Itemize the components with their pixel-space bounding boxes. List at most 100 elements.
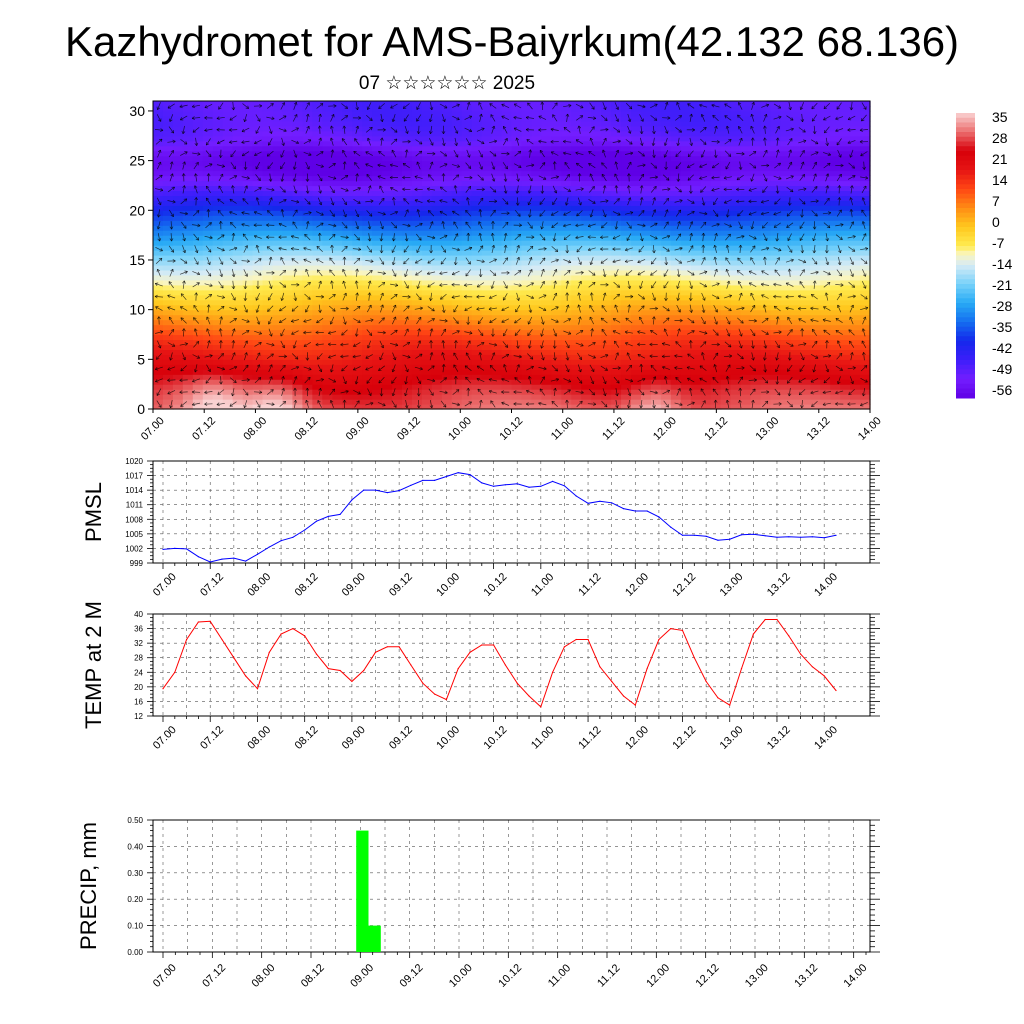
pmsl-ytick-label: 1011 bbox=[126, 501, 144, 510]
pmsl-point bbox=[280, 540, 282, 542]
cross-section-xtick-label: 13.12 bbox=[805, 415, 833, 443]
temp-point bbox=[268, 651, 270, 653]
cross-section-xtick-label: 08.12 bbox=[293, 415, 321, 443]
wind-vectors bbox=[154, 101, 869, 409]
pmsl-point bbox=[634, 510, 636, 512]
pmsl-point bbox=[729, 538, 731, 540]
temp-point bbox=[611, 680, 613, 683]
temp-point bbox=[552, 671, 554, 673]
temp-point bbox=[304, 635, 306, 637]
temp-xtick-label: 07.12 bbox=[198, 724, 226, 752]
temp-point bbox=[351, 680, 353, 683]
precip-xtick-label: 10.00 bbox=[447, 962, 475, 990]
cross-section-xtick-label: 07.12 bbox=[190, 415, 218, 443]
temp-ytick-label: 20 bbox=[134, 683, 143, 692]
pmsl-point bbox=[740, 534, 743, 536]
colorbar-label: -56 bbox=[992, 382, 1012, 398]
pmsl-point bbox=[434, 479, 436, 481]
pmsl-point bbox=[552, 480, 554, 482]
pmsl-panel bbox=[147, 460, 880, 569]
precip-frame bbox=[152, 819, 871, 953]
colorbar-label: 28 bbox=[992, 130, 1008, 146]
pmsl-xtick-label: 08.00 bbox=[245, 571, 273, 599]
temp-point bbox=[823, 675, 825, 677]
precip-xtick-label: 08.00 bbox=[250, 962, 278, 990]
temp-point bbox=[197, 621, 199, 623]
precip-xtick-label: 07.00 bbox=[151, 962, 179, 990]
cross-section-ytick-label: 30 bbox=[129, 103, 145, 119]
chart-subtitle: 07 ☆☆☆☆☆☆ 2025 bbox=[358, 73, 536, 94]
pmsl-point bbox=[516, 483, 518, 485]
pmsl-point bbox=[776, 536, 778, 538]
temp-point bbox=[776, 618, 778, 621]
temp-point bbox=[280, 633, 282, 635]
temp-point bbox=[434, 693, 436, 695]
pmsl-xtick-label: 09.00 bbox=[340, 571, 368, 599]
temp-xtick-label: 12.00 bbox=[623, 724, 651, 752]
pmsl-point bbox=[221, 558, 223, 560]
chart-title: Kazhydromet for AMS-Baiyrkum(42.132 68.1… bbox=[64, 18, 960, 65]
precip-xtick-label: 09.12 bbox=[398, 962, 426, 990]
temp-point bbox=[493, 644, 495, 646]
precip-xtick-label: 11.00 bbox=[546, 962, 573, 989]
temp-point bbox=[410, 664, 412, 666]
temp-xtick-label: 09.12 bbox=[387, 724, 415, 752]
temp-point bbox=[339, 669, 341, 672]
pmsl-point bbox=[422, 479, 424, 481]
temp-xtick-label: 11.12 bbox=[576, 724, 603, 751]
pmsl-ylabel: PMSL bbox=[81, 482, 106, 542]
precip-ytick-label: 0.40 bbox=[127, 842, 143, 851]
pmsl-point bbox=[528, 486, 530, 488]
pmsl-ytick-label: 1008 bbox=[125, 515, 143, 524]
temp-point bbox=[256, 688, 259, 690]
temp-xtick-label: 14.00 bbox=[812, 724, 840, 752]
temp-xtick-label: 11.00 bbox=[529, 724, 556, 751]
temp-point bbox=[693, 657, 695, 659]
pmsl-point bbox=[197, 556, 199, 558]
cross-section-ytick-label: 10 bbox=[129, 302, 145, 318]
temp-point bbox=[599, 666, 601, 668]
temp-point bbox=[634, 704, 636, 706]
temp-point bbox=[162, 688, 164, 690]
temp-point bbox=[622, 695, 625, 697]
cross-section-ytick-label: 5 bbox=[137, 351, 145, 367]
pmsl-point bbox=[233, 557, 235, 559]
colorbar-label: -42 bbox=[992, 340, 1012, 356]
precip-xtick-label: 12.12 bbox=[694, 962, 722, 990]
pmsl-point bbox=[398, 490, 400, 492]
pmsl-point bbox=[469, 474, 471, 476]
pmsl-frame bbox=[152, 460, 871, 564]
temp-point bbox=[563, 646, 566, 648]
temp-ytick-label: 12 bbox=[134, 712, 143, 721]
colorbar-label: -21 bbox=[992, 277, 1012, 293]
cross-section-xtick-label: 12.00 bbox=[651, 415, 679, 443]
cross-section-ytick-label: 15 bbox=[129, 252, 145, 268]
temp-point bbox=[186, 638, 188, 641]
pmsl-point bbox=[304, 529, 306, 531]
temp-point bbox=[528, 695, 530, 697]
temp-xtick-label: 09.00 bbox=[340, 724, 368, 752]
pmsl-point bbox=[363, 489, 365, 491]
pmsl-point bbox=[705, 535, 707, 537]
temp-ytick-label: 28 bbox=[134, 654, 143, 663]
cross-section-xtick-label: 09.00 bbox=[344, 415, 372, 443]
temp-point bbox=[540, 706, 542, 708]
temp-xtick-label: 13.12 bbox=[765, 724, 793, 752]
pmsl-point bbox=[374, 489, 377, 491]
temp-point bbox=[752, 633, 755, 635]
pmsl-point bbox=[752, 533, 755, 535]
temp-xtick-label: 08.12 bbox=[293, 724, 321, 752]
temp-xtick-label: 07.00 bbox=[151, 724, 179, 752]
precip-xtick-label: 09.00 bbox=[348, 962, 376, 990]
pmsl-point bbox=[681, 534, 684, 536]
pmsl-point bbox=[658, 516, 660, 518]
temp-point bbox=[764, 618, 766, 621]
colorbar-label: 7 bbox=[992, 193, 1000, 209]
temp-point bbox=[587, 638, 589, 641]
cross-section-xtick-label: 11.12 bbox=[600, 415, 627, 442]
colorbar-label: 14 bbox=[992, 172, 1008, 188]
cross-section-xtick-label: 10.12 bbox=[497, 415, 525, 443]
pmsl-point bbox=[611, 502, 613, 504]
precip-panel bbox=[147, 819, 880, 958]
cross-section-ytick-label: 25 bbox=[129, 153, 145, 169]
